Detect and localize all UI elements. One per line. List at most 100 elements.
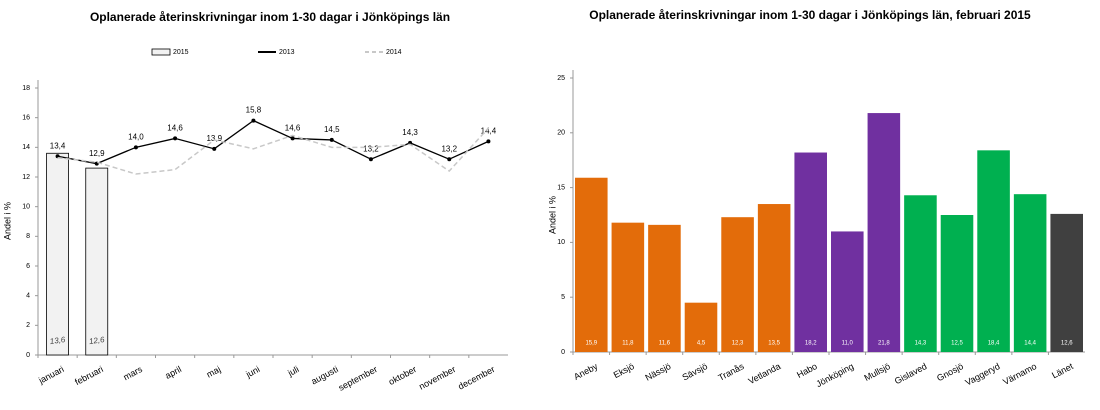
point-value-label: 12,9 [89, 149, 105, 158]
x-tick-label: Mullsjö [862, 361, 891, 383]
point [173, 136, 178, 141]
bar [867, 113, 901, 353]
x-tick-label: augusti [309, 364, 339, 386]
point [133, 145, 138, 150]
bar [1013, 194, 1047, 352]
y-tick-label: 4 [26, 293, 30, 300]
bar-value-label: 12,6 [88, 335, 105, 346]
bar-value-label: 4,5 [697, 341, 706, 347]
chart-title: Oplanerade återinskrivningar inom 1-30 d… [589, 8, 1031, 22]
x-tick-label: Nässjö [643, 361, 672, 383]
bar [1050, 213, 1083, 352]
y-tick-label: 25 [557, 75, 565, 82]
y-tick-label: 12 [22, 174, 30, 181]
bar [831, 231, 864, 352]
point-value-label: 13,2 [441, 144, 457, 153]
y-tick-label: 8 [26, 233, 30, 240]
bar [794, 152, 827, 352]
point-value-label: 14,4 [481, 127, 497, 136]
x-tick-label: september [337, 364, 379, 393]
bar-value-label: 13,5 [768, 341, 780, 347]
point-value-label: 14,6 [285, 124, 301, 133]
y-tick-label: 10 [22, 204, 30, 211]
x-tick-label: oktober [387, 364, 418, 387]
x-tick-label: juli [285, 364, 300, 378]
x-tick-label: maj [205, 364, 223, 380]
legend-label: 2014 [386, 49, 402, 56]
y-tick-label: 0 [26, 352, 30, 359]
y-tick-label: 10 [557, 239, 565, 246]
bar [904, 195, 937, 352]
bar-value-label: 12,3 [732, 341, 744, 347]
bar-value-label: 15,9 [585, 341, 597, 347]
x-tick-label: Gislaved [893, 361, 929, 386]
y-tick-label: 15 [557, 184, 565, 191]
y-axis-label: Andel i % [2, 202, 12, 240]
x-tick-label: Värnamo [1001, 361, 1038, 387]
bar [85, 167, 109, 356]
x-tick-label: Vetlanda [747, 361, 783, 386]
point [368, 157, 373, 162]
bar-value-label: 21,8 [878, 341, 890, 347]
bar-value-label: 11,8 [622, 341, 634, 347]
point-value-label: 13,2 [363, 144, 379, 153]
point [447, 157, 452, 162]
y-tick-label: 14 [22, 144, 30, 151]
bar-value-label: 11,6 [659, 341, 671, 347]
point-value-label: 14,3 [402, 128, 418, 137]
bar-value-label: 18,2 [805, 341, 817, 347]
bar-value-label: 12,6 [1061, 341, 1073, 347]
x-tick-label: Jönköping [814, 361, 855, 389]
x-tick-label: Habo [795, 361, 819, 380]
bar [46, 152, 69, 356]
x-tick-label: Eksjö [612, 361, 636, 380]
bar [977, 150, 1010, 352]
x-tick-label: mars [122, 364, 145, 382]
chart-title: Oplanerade återinskrivningar inom 1-30 d… [90, 10, 450, 24]
bar [575, 177, 608, 352]
line [57, 119, 489, 165]
legend-swatch [151, 48, 171, 56]
x-tick-label: februari [73, 364, 105, 387]
point-value-label: 14,0 [128, 132, 144, 141]
bar [611, 222, 645, 352]
y-tick-label: 6 [26, 263, 30, 270]
y-tick-label: 5 [561, 294, 565, 301]
y-tick-label: 20 [557, 130, 565, 137]
y-tick-label: 16 [22, 115, 30, 122]
y-tick-label: 18 [22, 85, 30, 92]
bar [684, 302, 718, 352]
bar-value-label: 14,3 [915, 341, 927, 347]
line [57, 127, 489, 175]
x-tick-label: Aneby [572, 361, 600, 382]
point [212, 146, 217, 151]
y-axis-label: Andel i % [547, 196, 557, 234]
point [329, 137, 334, 142]
x-tick-label: april [163, 364, 183, 381]
x-tick-label: Vaggeryd [964, 361, 1002, 388]
bar [940, 215, 974, 352]
bar [721, 217, 754, 352]
bar-value-label: 13,6 [49, 335, 66, 346]
x-tick-label: Tranås [716, 361, 746, 383]
x-tick-label: Sävsjö [681, 361, 710, 383]
point-value-label: 13,4 [50, 141, 66, 150]
x-tick-label: Länet [1050, 361, 1075, 381]
legend-label: 2015 [173, 49, 189, 56]
bar [757, 204, 791, 352]
point [251, 118, 256, 123]
legend-label: 2013 [279, 49, 295, 56]
bar-value-label: 18,4 [988, 341, 1000, 347]
bar-value-label: 11,0 [842, 341, 854, 347]
point-value-label: 15,8 [246, 106, 262, 115]
y-tick-label: 0 [561, 349, 565, 356]
point-value-label: 13,9 [206, 134, 222, 143]
point-value-label: 14,6 [167, 124, 183, 133]
y-tick-label: 2 [26, 322, 30, 329]
bar-value-label: 12,5 [951, 341, 963, 347]
x-tick-label: Gnosjö [935, 361, 965, 383]
bar [648, 224, 681, 352]
x-tick-label: november [417, 364, 457, 392]
point [290, 136, 295, 141]
